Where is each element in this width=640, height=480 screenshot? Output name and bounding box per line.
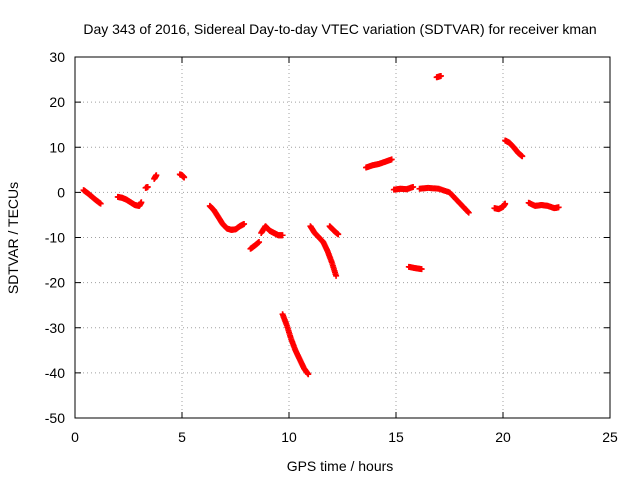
data-point	[305, 371, 312, 378]
data-point	[138, 199, 145, 206]
x-tick-label: 0	[71, 429, 79, 445]
y-tick-label: -20	[45, 275, 65, 291]
series-seg9	[279, 311, 312, 378]
data-point	[464, 208, 471, 215]
data-point	[144, 183, 151, 190]
data-point	[465, 209, 472, 216]
series-seg16	[433, 72, 444, 81]
y-tick-label: -10	[45, 230, 65, 246]
series-seg13	[390, 183, 417, 193]
series-seg7	[247, 239, 263, 252]
series-seg14	[405, 263, 425, 273]
chart-title: Day 343 of 2016, Sidereal Day-to-day VTE…	[83, 21, 596, 37]
series-seg3	[142, 183, 151, 191]
y-tick-label: 10	[49, 139, 65, 155]
data-point	[502, 200, 509, 207]
y-axis-label: SDTVAR / TECUs	[5, 182, 21, 294]
series-seg2	[114, 193, 145, 209]
series-seg6	[206, 202, 248, 233]
x-axis-label: GPS time / hours	[287, 458, 394, 474]
series-seg5	[176, 171, 188, 181]
series-seg11	[326, 223, 342, 238]
y-tick-label: 0	[57, 184, 65, 200]
x-tick-label: 15	[388, 429, 404, 445]
data-point	[333, 272, 340, 279]
y-tick-label: -50	[45, 410, 65, 426]
series-seg8	[258, 223, 286, 239]
data-point	[153, 172, 160, 179]
data-point	[437, 72, 444, 79]
x-tick-label: 5	[178, 429, 186, 445]
data-point	[279, 232, 286, 239]
x-tick-label: 20	[495, 429, 511, 445]
data-point	[97, 200, 104, 207]
series-seg10	[307, 223, 340, 279]
data-point	[241, 220, 248, 227]
series-seg4	[151, 172, 160, 182]
y-tick-label: -30	[45, 320, 65, 336]
y-tick-label: 20	[49, 94, 65, 110]
x-tick-label: 10	[281, 429, 297, 445]
data-point	[410, 183, 417, 190]
series-seg17	[491, 200, 509, 213]
data-points	[80, 72, 562, 378]
data-point	[519, 153, 526, 160]
data-point	[418, 266, 425, 273]
data-point	[256, 239, 263, 246]
data-point	[388, 156, 395, 163]
data-point	[555, 204, 562, 211]
data-point	[335, 231, 342, 238]
y-tick-label: 30	[49, 49, 65, 65]
x-tick-label: 25	[602, 429, 618, 445]
y-tick-label: -40	[45, 365, 65, 381]
series-seg15	[416, 184, 472, 216]
axis-ticks: 0 5 10 15 20 25 -50 -40 -30 -20 -10 0 10 20 30	[45, 49, 618, 445]
series-seg18	[502, 137, 526, 160]
series-seg1	[80, 187, 104, 207]
grid	[75, 57, 610, 418]
series-seg12	[363, 156, 395, 171]
data-point	[181, 174, 188, 181]
series-seg19	[525, 199, 562, 212]
